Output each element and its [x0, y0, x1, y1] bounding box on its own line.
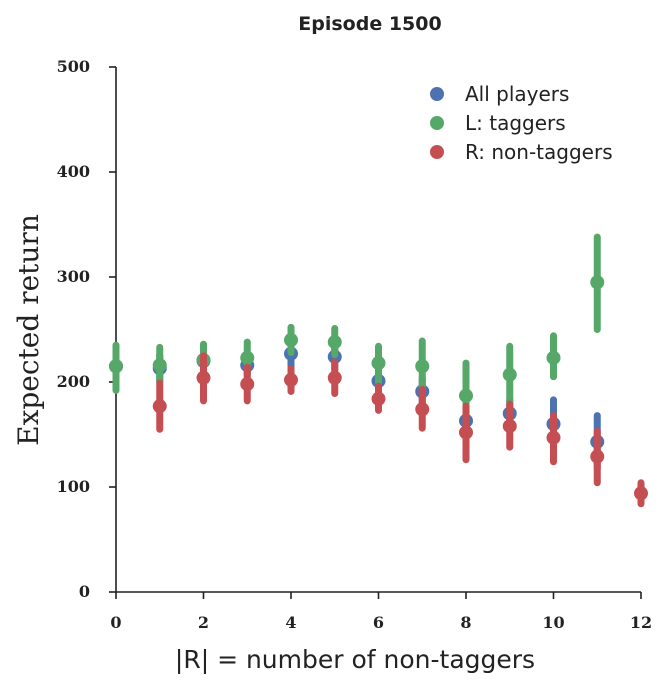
series-all-players: [109, 336, 605, 472]
data-point: [284, 372, 298, 387]
data-point: [415, 402, 430, 417]
data-point: [327, 335, 342, 350]
x-tick-label: 4: [285, 613, 296, 632]
x-tick-label: 8: [460, 613, 471, 632]
data-point: [502, 419, 517, 434]
data-point: [109, 359, 123, 374]
data-point: [371, 356, 386, 371]
data-point: [590, 449, 605, 464]
data-point: [371, 391, 386, 406]
legend-marker: [430, 145, 444, 159]
y-axis-label: Expected return: [12, 214, 45, 446]
data-point: [502, 367, 517, 382]
x-tick-label: 2: [198, 613, 209, 632]
x-tick-label: 6: [373, 613, 384, 632]
y-ticks: 0 100 200 300 400 500: [57, 57, 116, 601]
x-axis-label: |R| = number of non-taggers: [175, 645, 535, 674]
data-point: [415, 359, 430, 374]
y-tick-label: 400: [57, 162, 90, 181]
data-point: [459, 388, 473, 403]
data-point: [590, 275, 605, 290]
data-point: [196, 370, 211, 385]
legend-label: L: taggers: [465, 111, 566, 135]
data-point: [327, 370, 342, 385]
x-tick-label: 12: [630, 613, 652, 632]
x-ticks: 0 2 4 6 8 10 12: [110, 592, 652, 632]
x-tick-label: 10: [542, 613, 564, 632]
y-tick-label: 300: [57, 267, 90, 286]
legend: All players L: taggers R: non-taggers: [430, 82, 613, 164]
y-tick-label: 100: [57, 477, 90, 496]
series-l-taggers: [109, 233, 605, 428]
data-point: [240, 377, 255, 392]
data-point: [459, 425, 473, 440]
y-tick-label: 0: [79, 582, 90, 601]
legend-label: All players: [465, 82, 569, 106]
series-layer: [109, 233, 648, 508]
data-point: [546, 430, 561, 445]
legend-label: R: non-taggers: [465, 140, 613, 164]
y-tick-label: 500: [57, 57, 90, 76]
data-point: [152, 358, 167, 373]
x-tick-label: 0: [110, 613, 121, 632]
data-point: [546, 350, 561, 365]
data-point: [634, 486, 648, 501]
data-point: [284, 333, 298, 347]
y-tick-label: 200: [57, 372, 90, 391]
data-point: [240, 350, 255, 365]
legend-marker: [430, 87, 444, 101]
chart-title: Episode 1500: [298, 13, 441, 35]
data-point: [152, 399, 167, 414]
series-r-non-taggers: [152, 352, 648, 508]
legend-marker: [430, 116, 444, 130]
